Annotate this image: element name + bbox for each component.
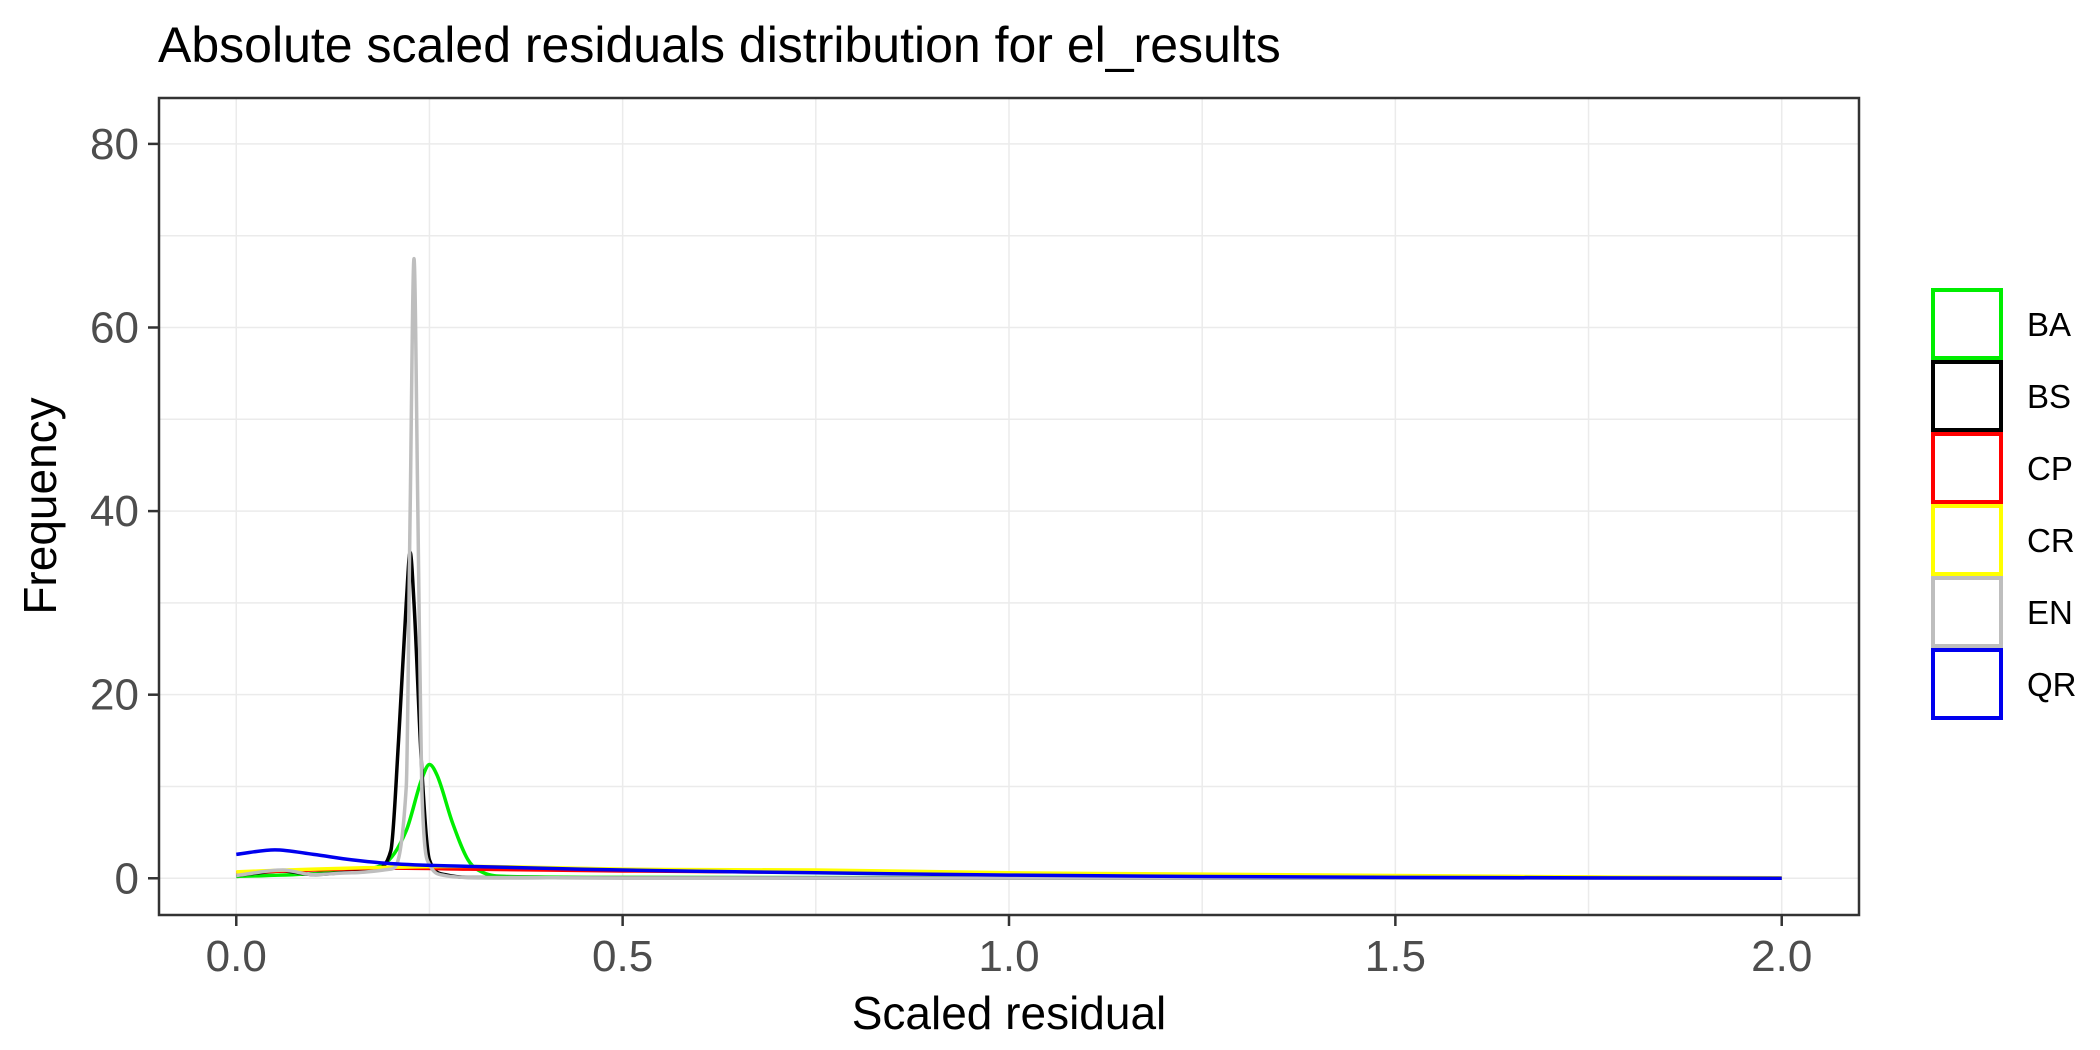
y-tick-label: 80 [90, 120, 139, 169]
x-tick-label: 0.5 [592, 932, 653, 981]
legend-label-qr: QR [2027, 666, 2077, 703]
series-line-qr [236, 848, 1782, 881]
series-lines [236, 256, 1782, 881]
y-tick-label: 60 [90, 303, 139, 352]
y-tick-label: 40 [90, 487, 139, 536]
legend-label-cr: CR [2027, 522, 2075, 559]
legend-key-qr [1931, 648, 2003, 720]
legend: BA BS CP CR EN QR [1931, 288, 2077, 720]
x-tick-label: 1.0 [978, 932, 1039, 981]
y-tick-label: 20 [90, 671, 139, 720]
x-tick-label: 2.0 [1751, 932, 1812, 981]
legend-label-ba: BA [2027, 306, 2071, 343]
legend-label-en: EN [2027, 594, 2073, 631]
y-axis-title: Frequency [14, 397, 66, 614]
legend-key-bs [1931, 360, 2003, 432]
series-line-en [236, 256, 1782, 881]
x-axis-title: Scaled residual [852, 987, 1167, 1039]
legend-label-bs: BS [2027, 378, 2071, 415]
legend-label-cp: CP [2027, 450, 2073, 487]
legend-key-cp [1931, 432, 2003, 504]
grid [159, 98, 1859, 915]
axes: 0.0 0.5 1.0 1.5 2.0 0 20 40 60 80 [90, 120, 1812, 981]
chart-title: Absolute scaled residuals distribution f… [158, 17, 1281, 73]
legend-key-cr [1931, 504, 2003, 576]
x-tick-label: 1.5 [1365, 932, 1426, 981]
y-tick-label: 0 [115, 854, 139, 903]
legend-key-ba [1931, 288, 2003, 360]
legend-key-en [1931, 576, 2003, 648]
x-tick-label: 0.0 [206, 932, 267, 981]
